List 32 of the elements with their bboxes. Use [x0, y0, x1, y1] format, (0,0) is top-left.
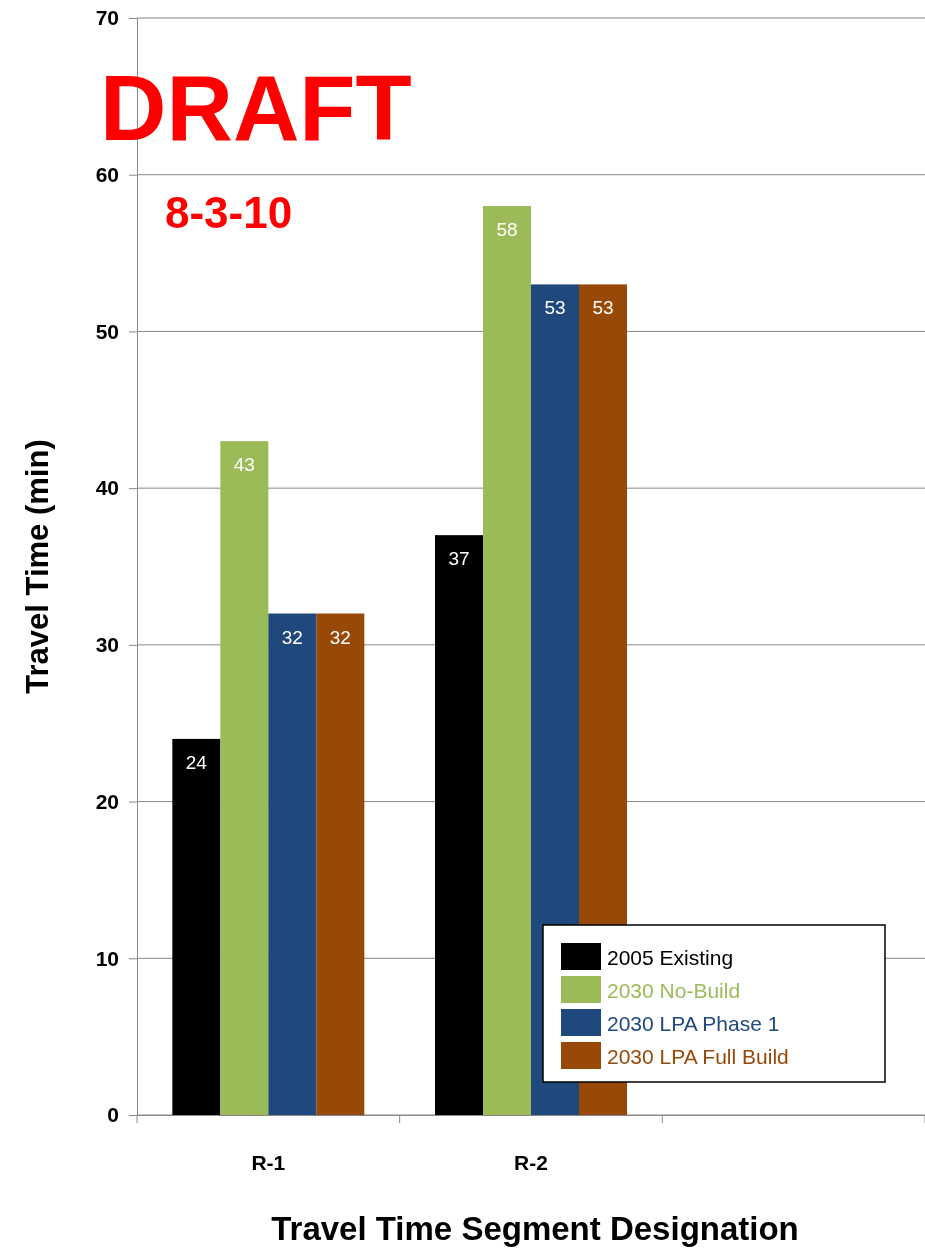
legend-label: 2030 LPA Full Build: [607, 1045, 789, 1068]
y-tick-label: 70: [95, 6, 119, 30]
legend-label: 2030 LPA Phase 1: [607, 1012, 780, 1035]
bar: [172, 738, 221, 1115]
bar: [435, 535, 483, 1115]
legend-label: 2005 Existing: [607, 946, 734, 969]
data-label: 32: [281, 626, 303, 648]
x-tick-label: R-1: [251, 1150, 286, 1174]
y-axis-title: Travel Time (min): [20, 439, 55, 694]
bar: [316, 613, 365, 1115]
data-label: 24: [185, 751, 208, 773]
bar: [220, 441, 269, 1115]
bar: [268, 613, 317, 1115]
y-tick-label: 0: [107, 1103, 119, 1127]
data-label: 43: [233, 454, 255, 476]
data-label: 32: [329, 626, 351, 648]
y-tick-label: 60: [95, 162, 119, 186]
y-tick-label: 50: [95, 319, 119, 343]
data-label: 53: [592, 297, 614, 319]
x-tick-label: R-2: [514, 1150, 548, 1174]
data-label: 58: [496, 219, 518, 241]
x-axis-title: Travel Time Segment Designation: [271, 1210, 799, 1247]
data-label: 37: [448, 548, 470, 570]
y-tick-label: 20: [95, 789, 119, 813]
y-tick-label: 30: [95, 633, 119, 657]
y-tick-label: 10: [95, 946, 119, 970]
annotation: DRAFT: [100, 57, 412, 159]
data-label: 53: [544, 297, 566, 319]
y-tick-label: 40: [95, 476, 119, 500]
legend-label: 2030 No-Build: [607, 979, 741, 1002]
bar: [483, 206, 531, 1115]
annotation: 8-3-10: [165, 188, 293, 237]
